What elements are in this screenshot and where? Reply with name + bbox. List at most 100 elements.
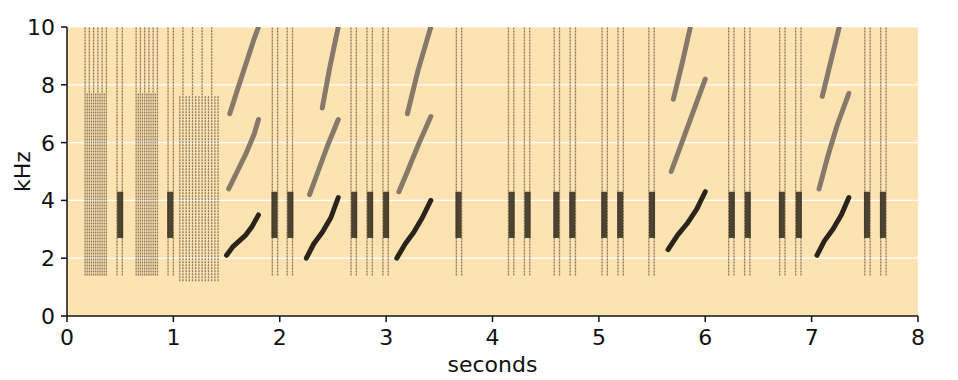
click [800, 27, 801, 276]
click [148, 27, 149, 276]
click [146, 93, 147, 275]
pulse [779, 192, 785, 238]
click [135, 27, 136, 276]
click [784, 27, 785, 276]
click [179, 96, 180, 281]
click [195, 96, 196, 281]
click [869, 27, 870, 276]
click [648, 27, 649, 276]
click [217, 96, 218, 281]
x-tick [705, 316, 707, 322]
click [106, 27, 107, 276]
click [95, 93, 96, 275]
click [601, 27, 602, 276]
click [99, 93, 100, 275]
x-tick [598, 316, 600, 322]
pulse [167, 192, 173, 238]
click [157, 27, 158, 276]
click [749, 27, 750, 276]
x-tick-label: 3 [379, 325, 393, 350]
click [880, 27, 881, 276]
note [817, 198, 849, 256]
click [201, 27, 202, 281]
y-tick-label: 2 [41, 246, 55, 271]
pulse [729, 192, 735, 238]
click [84, 27, 85, 276]
grid-line [67, 258, 918, 259]
pulse [880, 192, 886, 238]
grid-line [67, 84, 918, 85]
pulse [271, 192, 277, 238]
click [116, 27, 117, 276]
y-axis-label: kHz [10, 151, 35, 192]
pulse [455, 192, 461, 238]
y-tick-label: 6 [41, 131, 55, 156]
grid-line [67, 142, 918, 143]
click [795, 27, 796, 276]
click [153, 27, 154, 276]
click [524, 27, 525, 276]
note [230, 27, 259, 114]
click [173, 27, 174, 276]
y-tick [61, 26, 67, 28]
x-tick-label: 5 [592, 325, 606, 350]
click [185, 96, 186, 281]
x-tick-label: 1 [166, 325, 180, 350]
note [399, 117, 431, 192]
click [554, 27, 555, 276]
click [91, 93, 92, 275]
y-tick [61, 315, 67, 317]
y-tick [61, 84, 67, 86]
click [885, 27, 886, 276]
click [864, 27, 865, 276]
x-tick [917, 316, 919, 322]
note [310, 119, 339, 194]
note [407, 27, 430, 114]
x-tick-label: 8 [911, 325, 925, 350]
click [623, 27, 624, 276]
click [575, 27, 576, 276]
pulse [745, 192, 751, 238]
click [211, 27, 212, 281]
note [227, 215, 259, 255]
click [356, 27, 357, 276]
click [101, 27, 102, 276]
note [322, 27, 338, 108]
click [456, 27, 457, 276]
click [728, 27, 729, 276]
click [292, 27, 293, 276]
click [167, 27, 168, 276]
pulse [351, 192, 357, 238]
click [654, 27, 655, 276]
grid-line [67, 200, 918, 201]
click [366, 27, 367, 276]
click [87, 93, 88, 275]
click [122, 27, 123, 276]
click [461, 27, 462, 276]
y-tick-label: 4 [41, 188, 55, 213]
grid-line [67, 26, 918, 27]
note [673, 27, 690, 99]
pulse [383, 192, 389, 238]
x-tick [811, 316, 813, 322]
click [272, 27, 273, 276]
y-tick-label: 10 [27, 15, 55, 40]
x-tick [66, 316, 68, 322]
click [744, 27, 745, 276]
pulse [569, 192, 575, 238]
pulse [525, 192, 531, 238]
y-tick-label: 8 [41, 73, 55, 98]
y-tick [61, 200, 67, 202]
click [513, 27, 514, 276]
click [142, 93, 143, 275]
click [104, 93, 105, 275]
note [819, 93, 849, 188]
click [607, 27, 608, 276]
click [559, 27, 560, 276]
pulse [617, 192, 623, 238]
note [306, 198, 338, 259]
chart: 0246810012345678secondskHz [0, 0, 958, 380]
pulse [553, 192, 559, 238]
click [155, 93, 156, 275]
click [150, 93, 151, 275]
